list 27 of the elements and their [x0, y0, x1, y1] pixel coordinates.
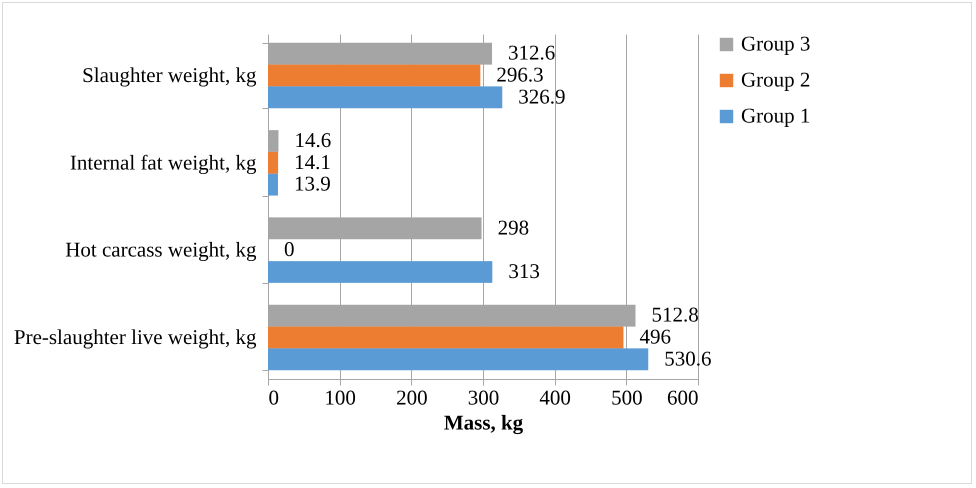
- x-tick-label: 0: [268, 386, 279, 410]
- data-label: 313: [508, 259, 540, 284]
- data-label: 298: [498, 215, 530, 240]
- y-tick-label: Internal fat weight, kg: [70, 150, 257, 174]
- y-tick-label: Slaughter weight, kg: [82, 62, 257, 87]
- y-tick-label: Hot carcass weight, kg: [65, 238, 257, 262]
- x-tick-label: 200: [396, 386, 428, 410]
- data-label: 512.8: [652, 302, 699, 327]
- legend-label: Group 2: [741, 68, 810, 92]
- x-tick-label: 500: [611, 386, 643, 410]
- x-tick-label: 100: [324, 386, 356, 410]
- data-label: 14.1: [294, 150, 331, 174]
- data-label: 496: [639, 324, 671, 349]
- x-tick-label: 400: [539, 386, 571, 410]
- data-label: 0: [284, 237, 294, 262]
- legend-label: Group 1: [741, 104, 810, 128]
- legend-label: Group 3: [741, 32, 810, 56]
- x-tick-label: 600: [667, 386, 698, 410]
- x-tick-label: 300: [468, 386, 500, 410]
- x-axis-title: Mass, kg: [444, 410, 524, 434]
- data-label: 326.9: [518, 84, 566, 108]
- data-label: 296.3: [496, 62, 544, 86]
- data-label: 14.6: [294, 128, 332, 152]
- data-label: 312.6: [508, 40, 556, 65]
- data-label: 530.6: [664, 346, 712, 370]
- y-tick-label: Pre-slaughter live weight, kg: [14, 325, 257, 350]
- data-label: 13.9: [294, 172, 331, 196]
